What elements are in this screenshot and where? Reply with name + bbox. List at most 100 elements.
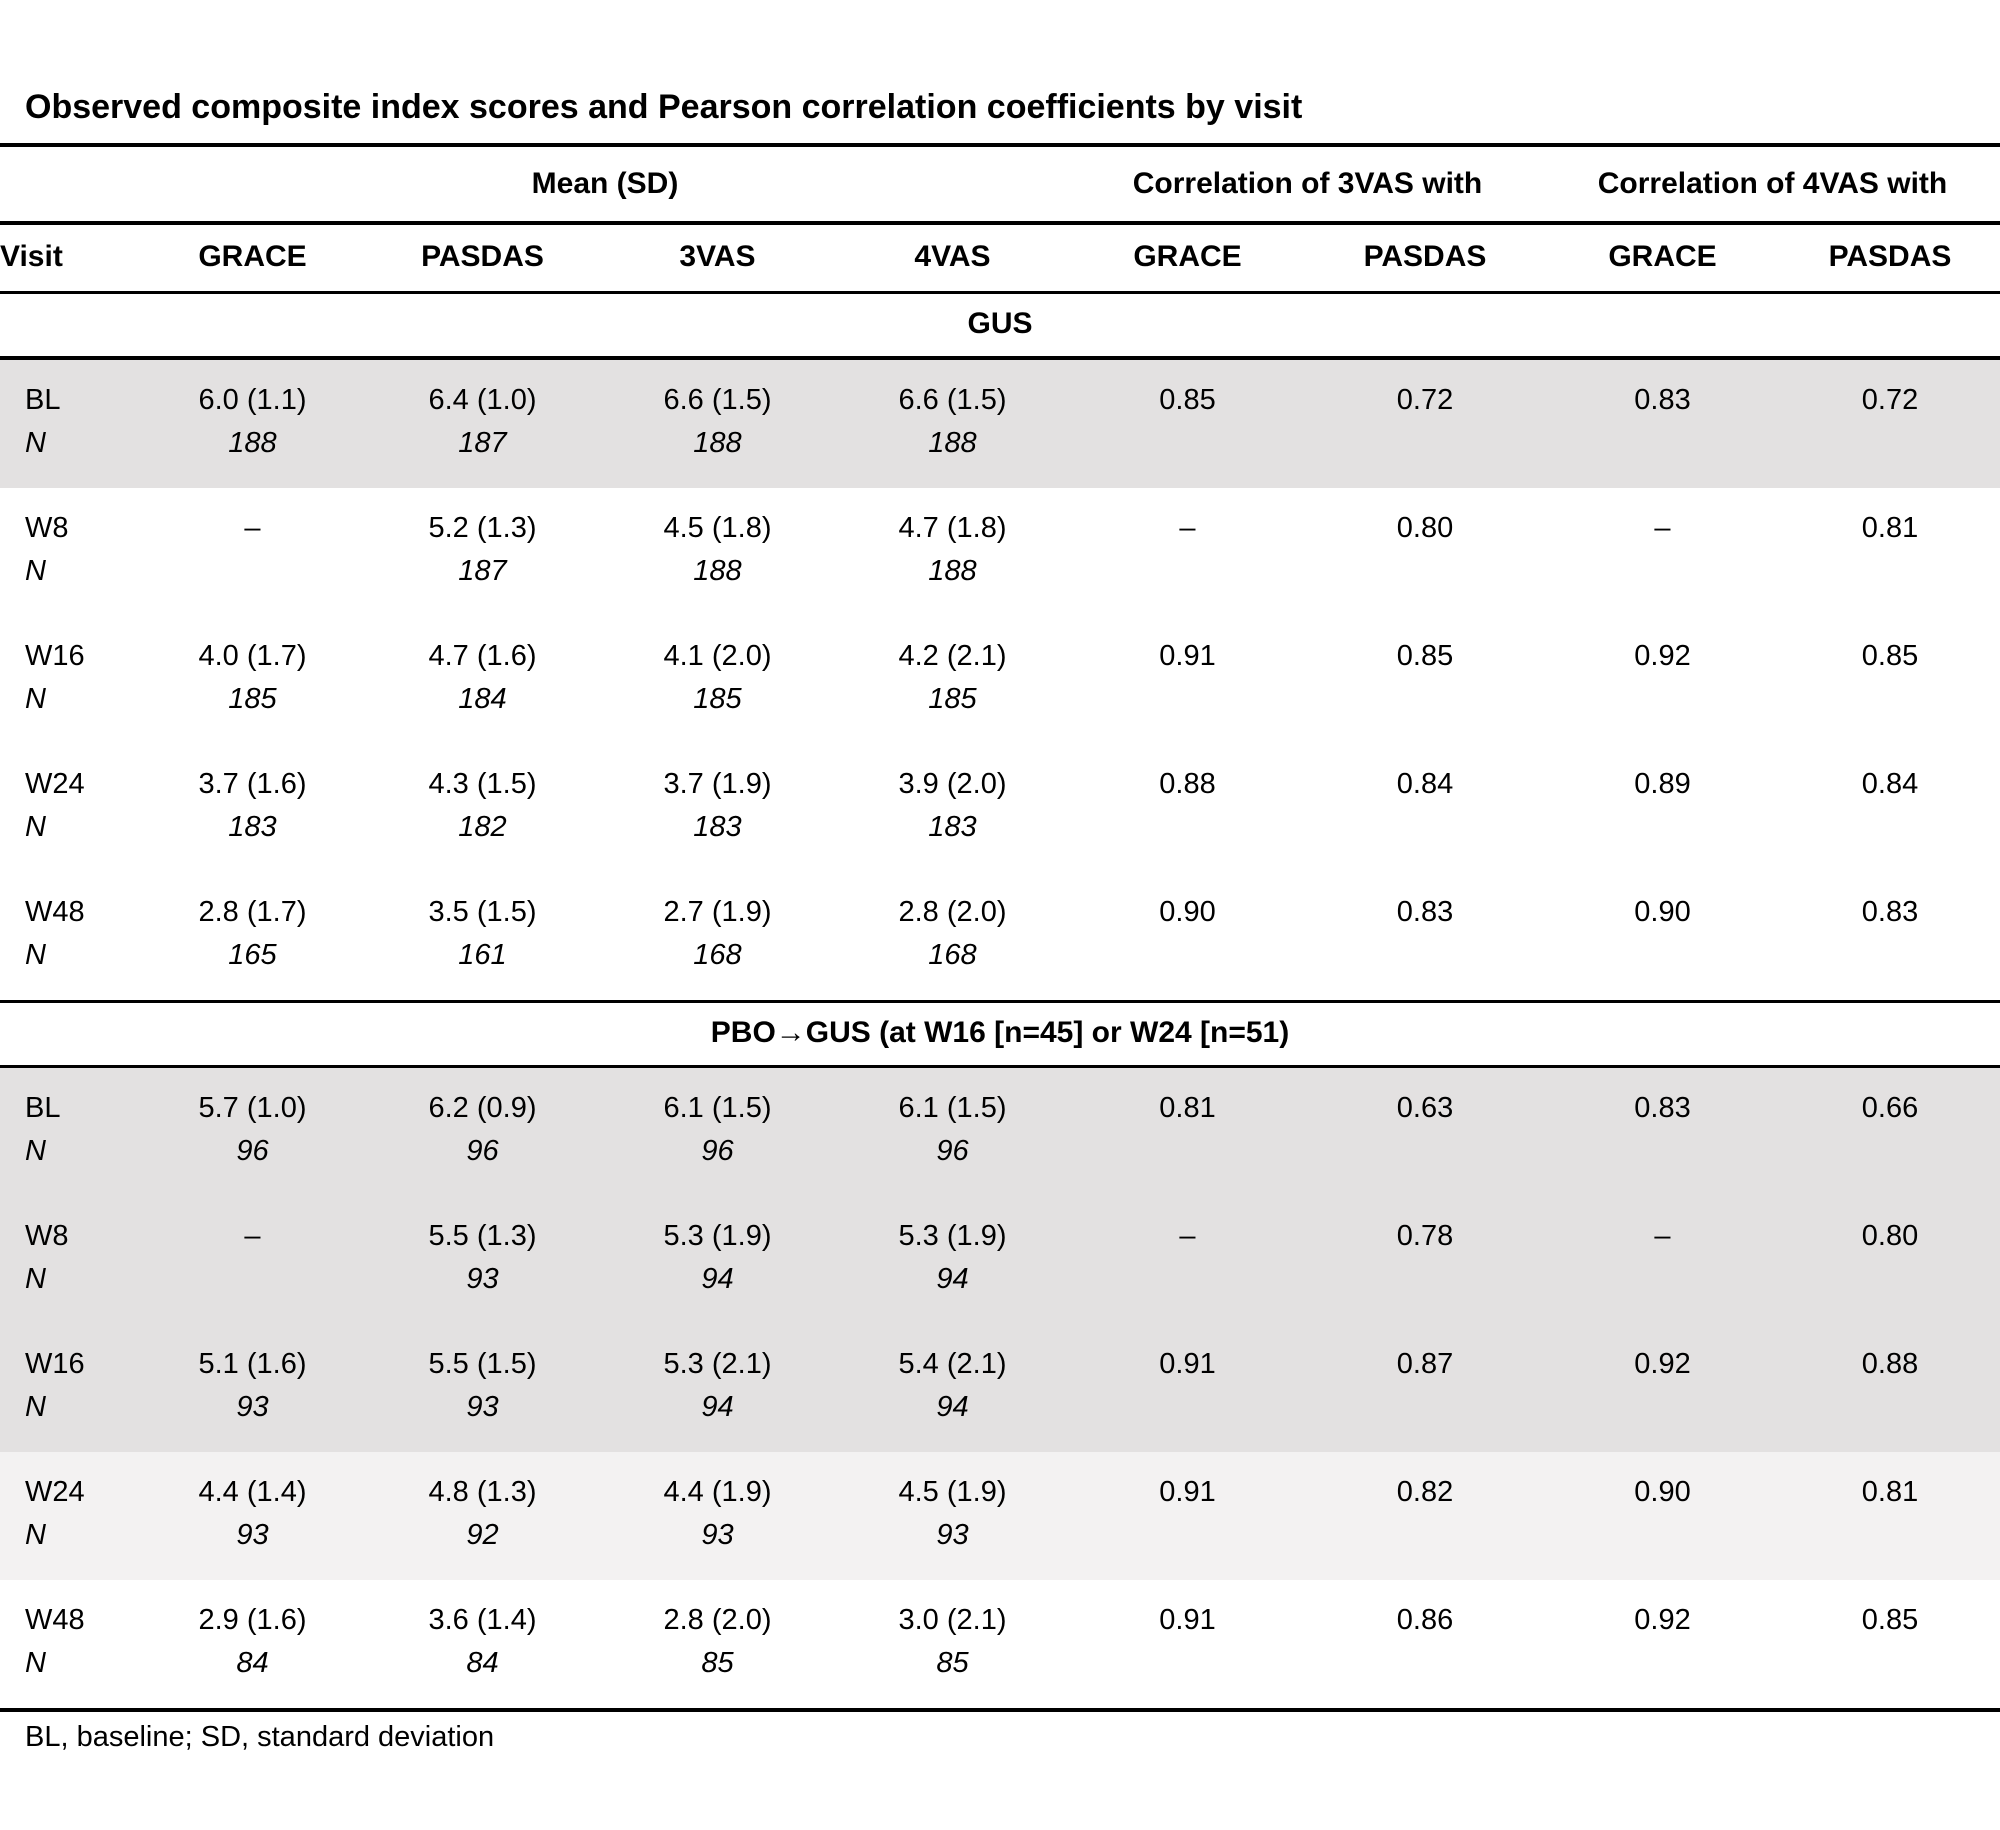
- correlation-cell: –: [1179, 512, 1196, 544]
- n-row: N 185 184 185 185: [0, 678, 2000, 744]
- empty-cell: [1545, 678, 1780, 744]
- mean-sd-cell: 5.5 (1.3): [428, 1220, 537, 1252]
- table-row: W48 2.8 (1.7) 3.5 (1.5) 2.7 (1.9) 2.8 (2.0) 0…: [0, 872, 2000, 934]
- correlation-cell: 0.91: [1159, 640, 1216, 672]
- mean-sd-cell: 4.8 (1.3): [428, 1476, 537, 1508]
- empty-cell: [1305, 1258, 1545, 1324]
- mean-sd-cell: 3.0 (2.1): [898, 1604, 1007, 1636]
- section-header: GUS: [0, 292, 2000, 360]
- n-cell: 165: [228, 939, 277, 971]
- mean-sd-cell: 5.3 (2.1): [663, 1348, 772, 1380]
- n-row: N 165 161 168 168: [0, 934, 2000, 1002]
- n-label: N: [25, 939, 46, 971]
- correlation-cell: 0.83: [1634, 1092, 1691, 1124]
- table-row: W24 3.7 (1.6) 4.3 (1.5) 3.7 (1.9) 3.9 (2.0) 0…: [0, 744, 2000, 806]
- correlation-cell: 0.89: [1634, 768, 1691, 800]
- correlation-cell: 0.85: [1159, 384, 1216, 416]
- visit-cell: W16: [25, 1348, 85, 1380]
- column-header-row: Visit GRACE PASDAS 3VAS 4VAS GRACE PASDA…: [0, 223, 2000, 294]
- correlation-cell: 0.92: [1634, 1348, 1691, 1380]
- n-cell: 94: [936, 1391, 969, 1423]
- n-cell: 93: [466, 1391, 499, 1423]
- n-cell: 185: [693, 683, 742, 715]
- mean-sd-cell: 3.6 (1.4): [428, 1604, 537, 1636]
- n-label: N: [25, 1135, 46, 1167]
- visit-cell: W24: [25, 768, 85, 800]
- correlation-cell: 0.81: [1861, 512, 1919, 544]
- mean-sd-cell: 4.5 (1.8): [663, 512, 772, 544]
- empty-cell: [1070, 806, 1305, 872]
- visit-cell: W8: [25, 512, 69, 544]
- n-cell: 188: [928, 555, 977, 587]
- mean-sd-cell: 4.2 (2.1): [898, 640, 1007, 672]
- mean-sd-cell: 5.1 (1.6): [198, 1348, 307, 1380]
- correlation-cell: 0.85: [1861, 640, 1919, 672]
- correlation-cell: 0.84: [1861, 768, 1919, 800]
- table-row: W16 4.0 (1.7) 4.7 (1.6) 4.1 (2.0) 4.2 (2.1) 0…: [0, 616, 2000, 678]
- section-header: PBO→GUS (at W16 [n=45] or W24 [n=51): [0, 1000, 2000, 1068]
- table-row: BL 5.7 (1.0) 6.2 (0.9) 6.1 (1.5) 6.1 (1.5) 0.…: [0, 1066, 2000, 1130]
- n-cell: 85: [936, 1647, 969, 1679]
- correlation-cell: 0.72: [1861, 384, 1919, 416]
- correlation-cell: 0.72: [1396, 384, 1454, 416]
- mean-sd-cell: 3.7 (1.6): [198, 768, 307, 800]
- table-title: Observed composite index scores and Pear…: [25, 88, 1303, 126]
- n-cell: 161: [458, 939, 507, 971]
- correlation-cell: 0.92: [1634, 1604, 1691, 1636]
- correlation-cell: 0.92: [1634, 640, 1691, 672]
- correlation-cell: 0.87: [1396, 1348, 1454, 1380]
- mean-sd-cell: 6.1 (1.5): [663, 1092, 772, 1124]
- n-cell: 92: [466, 1519, 499, 1551]
- empty-cell: [1545, 806, 1780, 872]
- empty-cell: [1305, 1386, 1545, 1452]
- empty-cell: [1780, 1514, 2000, 1580]
- n-cell: 93: [466, 1263, 499, 1295]
- mean-sd-cell: 5.7 (1.0): [198, 1092, 307, 1124]
- table-row: W24 4.4 (1.4) 4.8 (1.3) 4.4 (1.9) 4.5 (1.9) 0…: [0, 1452, 2000, 1514]
- correlation-cell: 0.83: [1396, 896, 1454, 928]
- correlation-cell: 0.63: [1396, 1092, 1454, 1124]
- correlation-cell: 0.88: [1159, 768, 1216, 800]
- correlation-cell: 0.90: [1634, 896, 1691, 928]
- section-header-row: GUS: [0, 292, 2000, 360]
- mean-sd-cell: 6.0 (1.1): [198, 384, 307, 416]
- table-row: BL 6.0 (1.1) 6.4 (1.0) 6.6 (1.5) 6.6 (1.5) 0.…: [0, 358, 2000, 422]
- empty-cell: [1305, 550, 1545, 616]
- n-label: N: [25, 1647, 46, 1679]
- n-row: N 183 182 183 183: [0, 806, 2000, 872]
- n-row: N 84 84 85 85: [0, 1642, 2000, 1710]
- n-cell: 85: [701, 1647, 734, 1679]
- n-row: N 188 187 188 188: [0, 422, 2000, 488]
- empty-cell: [1545, 1386, 1780, 1452]
- empty-cell: [1070, 1130, 1305, 1196]
- n-cell: 96: [236, 1135, 269, 1167]
- correlation-cell: 0.91: [1159, 1348, 1216, 1380]
- correlation-cell: 0.78: [1396, 1220, 1454, 1252]
- correlation-cell: 0.83: [1634, 384, 1691, 416]
- group-header-correlation-3vas: Correlation of 3VAS with: [1070, 145, 1545, 225]
- n-label: N: [25, 1263, 46, 1295]
- correlation-cell: –: [1654, 512, 1671, 544]
- n-cell: 183: [228, 811, 277, 843]
- n-cell: 188: [693, 555, 742, 587]
- n-row: N 187 188 188: [0, 550, 2000, 616]
- column-header-4vas-mean: 4VAS: [835, 223, 1070, 294]
- empty-cell: [1070, 422, 1305, 488]
- visit-cell: BL: [25, 1092, 61, 1124]
- empty-cell: [1545, 1642, 1780, 1710]
- n-row: N 96 96 96 96: [0, 1130, 2000, 1196]
- column-header-visit: Visit: [0, 223, 140, 294]
- n-cell: 188: [928, 427, 977, 459]
- mean-sd-cell: 3.7 (1.9): [663, 768, 772, 800]
- mean-sd-cell: 5.4 (2.1): [898, 1348, 1007, 1380]
- mean-sd-cell: 2.8 (1.7): [198, 896, 307, 928]
- correlation-cell: 0.80: [1861, 1220, 1919, 1252]
- empty-cell: [1305, 1514, 1545, 1580]
- mean-sd-cell: 6.2 (0.9): [428, 1092, 537, 1124]
- mean-sd-cell: 6.4 (1.0): [428, 384, 537, 416]
- n-cell: 182: [458, 811, 507, 843]
- table-footnote: BL, baseline; SD, standard deviation: [25, 1721, 495, 1753]
- empty-cell: [1070, 934, 1305, 1002]
- correlation-cell: 0.82: [1396, 1476, 1454, 1508]
- correlation-cell: 0.88: [1861, 1348, 1919, 1380]
